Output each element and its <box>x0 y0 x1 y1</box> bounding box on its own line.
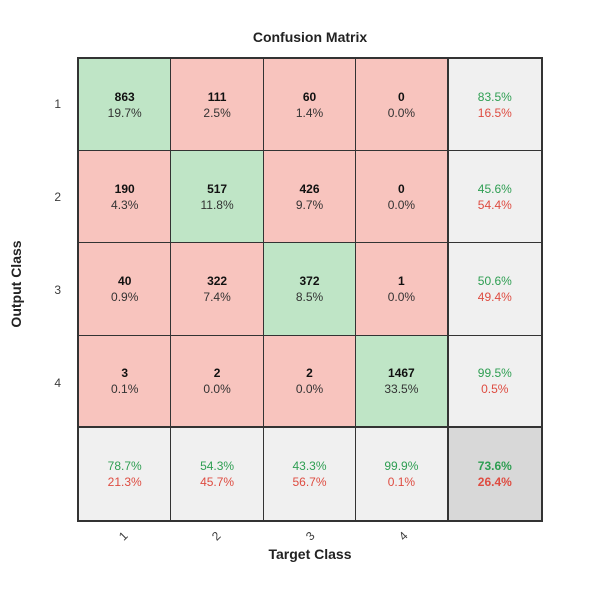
x-axis-label: Target Class <box>268 546 352 562</box>
col-summary-target1: 78.7% 21.3% <box>79 427 172 520</box>
cell-output1-target1: 863 19.7% <box>79 59 172 152</box>
cell-output4-target2: 2 0.0% <box>171 335 264 428</box>
row-summary-output3: 50.6% 49.4% <box>448 243 541 336</box>
col-summary-target3: 43.3% 56.7% <box>263 427 357 520</box>
cell-output2-target1: 190 4.3% <box>79 151 172 244</box>
cell-output1-target2: 111 2.5% <box>171 59 264 152</box>
y-tick-empty <box>0 429 70 522</box>
cell-output2-target4: 0 0.0% <box>356 151 449 244</box>
cell-output4-target3: 2 0.0% <box>263 335 357 428</box>
y-tick-3: 3 <box>54 282 61 297</box>
cell-output2-target3: 426 9.7% <box>263 151 357 244</box>
y-axis-tick-labels: 1 2 3 4 <box>0 57 70 522</box>
confusion-matrix-grid: 863 19.7% 111 2.5% 60 1.4% 0 0.0% 83.5% 16.5% 190 4… <box>77 57 543 522</box>
cell-output2-target2: 517 11.8% <box>171 151 264 244</box>
cell-output4-target4: 1467 33.5% <box>356 335 449 428</box>
y-tick-2: 2 <box>54 189 61 204</box>
col-summary-target4: 99.9% 0.1% <box>356 427 449 520</box>
cell-output1-target4: 0 0.0% <box>356 59 449 152</box>
cell-output3-target3: 372 8.5% <box>263 243 357 336</box>
cell-output4-target1: 3 0.1% <box>79 335 172 428</box>
total-accuracy-cell: 73.6% 26.4% <box>448 427 541 520</box>
chart-title: Confusion Matrix <box>252 29 368 45</box>
row-summary-output1: 83.5% 16.5% <box>448 59 541 152</box>
y-tick-4: 4 <box>54 375 61 390</box>
cell-output3-target4: 1 0.0% <box>356 243 449 336</box>
col-summary-target2: 54.3% 45.7% <box>171 427 264 520</box>
row-summary-output2: 45.6% 54.4% <box>448 151 541 244</box>
cell-output3-target2: 322 7.4% <box>171 243 264 336</box>
cell-output3-target1: 40 0.9% <box>79 243 172 336</box>
y-tick-1: 1 <box>54 96 61 111</box>
cell-output1-target3: 60 1.4% <box>263 59 357 152</box>
row-summary-output4: 99.5% 0.5% <box>448 335 541 428</box>
